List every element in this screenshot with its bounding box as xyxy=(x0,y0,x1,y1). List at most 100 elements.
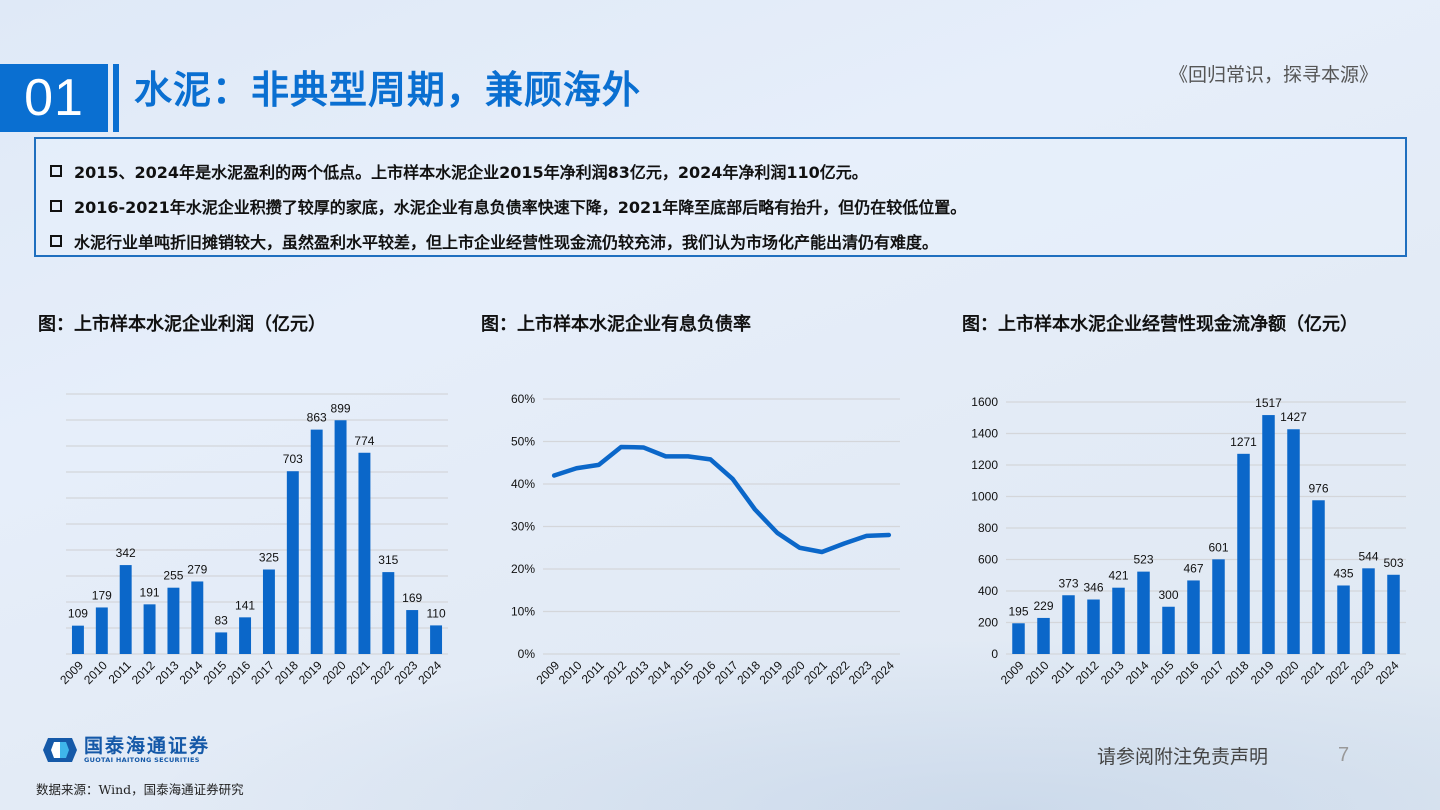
data-label: 169 xyxy=(402,591,422,605)
section-number-badge: 01 xyxy=(0,64,108,132)
bar xyxy=(1362,568,1375,654)
square-bullet-icon xyxy=(50,199,62,212)
bar xyxy=(95,607,108,654)
x-tick-label: 2015 xyxy=(667,658,696,687)
x-tick-label: 2020 xyxy=(320,658,349,687)
x-tick-label: 2012 xyxy=(129,658,158,687)
x-tick-label: 2013 xyxy=(623,658,652,687)
bar xyxy=(239,617,252,654)
data-label: 435 xyxy=(1333,566,1353,580)
x-tick-label: 2017 xyxy=(712,658,741,687)
logo-mark-icon xyxy=(43,738,77,762)
x-tick-label: 2019 xyxy=(296,658,325,687)
y-tick-label: 600 xyxy=(978,553,998,567)
x-tick-label: 2021 xyxy=(344,658,373,687)
section-divider-bar xyxy=(113,64,119,132)
x-tick-label: 2016 xyxy=(690,658,719,687)
y-tick-label: 50% xyxy=(511,435,535,449)
bar xyxy=(1187,580,1200,654)
x-tick-label: 2020 xyxy=(1273,658,1302,687)
data-label: 229 xyxy=(1033,599,1053,613)
x-tick-label: 2011 xyxy=(1048,658,1076,686)
page-title: 水泥：非典型周期，兼顾海外 xyxy=(134,68,642,112)
x-tick-label: 2023 xyxy=(1348,658,1377,687)
x-tick-label: 2016 xyxy=(1173,658,1202,687)
company-logo: 国泰海通证券 GUOTAI HAITONG SECURITIES xyxy=(42,736,210,764)
x-tick-label: 2012 xyxy=(600,658,629,687)
data-label: 503 xyxy=(1383,556,1403,570)
x-tick-label: 2024 xyxy=(1373,658,1402,687)
x-tick-label: 2023 xyxy=(846,658,875,687)
data-label: 279 xyxy=(187,562,207,576)
summary-bullet-text: 水泥行业单吨折旧摊销较大，虽然盈利水平较差，但上市企业经营性现金流仍较充沛，我们… xyxy=(74,232,939,252)
bar xyxy=(1037,617,1050,654)
bar xyxy=(262,569,275,654)
x-tick-label: 2021 xyxy=(801,658,830,687)
bar xyxy=(430,625,443,654)
data-label: 703 xyxy=(283,452,303,466)
data-label: 110 xyxy=(426,606,445,620)
data-label: 83 xyxy=(215,613,229,627)
bar xyxy=(382,572,395,654)
y-tick-label: 0 xyxy=(991,647,998,661)
x-tick-label: 2022 xyxy=(824,658,853,687)
y-tick-label: 200 xyxy=(978,616,998,630)
x-tick-label: 2009 xyxy=(998,658,1027,687)
data-label: 899 xyxy=(331,401,351,415)
y-tick-label: 1600 xyxy=(971,395,998,409)
y-tick-label: 800 xyxy=(978,521,998,535)
chart-title-profit: 图：上市样本水泥企业利润（亿元） xyxy=(38,314,326,335)
bar xyxy=(406,610,419,654)
data-label: 544 xyxy=(1358,549,1378,563)
summary-bullet: 2016-2021年水泥企业积攒了较厚的家底，水泥企业有息负债率快速下降，202… xyxy=(50,188,1405,223)
x-tick-label: 2015 xyxy=(1148,658,1177,687)
data-label: 1427 xyxy=(1280,410,1307,424)
data-label: 315 xyxy=(378,553,398,567)
bar xyxy=(1137,571,1150,654)
x-tick-label: 2015 xyxy=(201,658,230,687)
data-label: 191 xyxy=(140,585,160,599)
bar xyxy=(358,452,371,654)
data-label: 346 xyxy=(1083,581,1103,595)
bar xyxy=(191,581,204,654)
y-tick-label: 40% xyxy=(511,477,535,491)
x-tick-label: 2010 xyxy=(1023,658,1052,687)
x-tick-label: 2019 xyxy=(757,658,786,687)
bar xyxy=(1162,606,1175,654)
bar xyxy=(119,565,132,654)
report-series-tag: 《回归常识，探寻本源》 xyxy=(1168,64,1378,86)
x-tick-label: 2013 xyxy=(153,658,182,687)
bar xyxy=(167,587,180,654)
logo-text-cn: 国泰海通证券 xyxy=(84,735,211,757)
data-label: 467 xyxy=(1183,561,1203,575)
x-tick-label: 2018 xyxy=(272,658,301,687)
x-tick-label: 2014 xyxy=(1123,658,1152,687)
disclaimer-link[interactable]: 请参阅附注免责声明 xyxy=(1097,746,1269,768)
bar xyxy=(1062,595,1075,654)
x-tick-label: 2018 xyxy=(1223,658,1252,687)
summary-bullet: 水泥行业单吨折旧摊销较大，虽然盈利水平较差，但上市企业经营性现金流仍较充沛，我们… xyxy=(50,223,1405,258)
data-source-note: 数据来源：Wind，国泰海通证券研究 xyxy=(36,782,244,797)
x-tick-label: 2012 xyxy=(1073,658,1102,687)
data-label: 325 xyxy=(259,551,279,565)
data-label: 976 xyxy=(1308,481,1328,495)
bar xyxy=(1287,429,1300,654)
summary-bullet-text: 2016-2021年水泥企业积攒了较厚的家底，水泥企业有息负债率快速下降，202… xyxy=(74,197,967,217)
data-label: 421 xyxy=(1108,569,1128,583)
bar xyxy=(1387,574,1400,654)
logo-text-en: GUOTAI HAITONG SECURITIES xyxy=(84,756,200,764)
data-label: 774 xyxy=(354,434,374,448)
page-number: 7 xyxy=(1338,744,1350,766)
x-tick-label: 2011 xyxy=(579,658,607,686)
x-tick-label: 2014 xyxy=(645,658,674,687)
x-tick-label: 2011 xyxy=(106,658,134,686)
bar xyxy=(1337,585,1350,654)
y-tick-label: 0% xyxy=(518,647,536,661)
bar xyxy=(1112,587,1125,654)
bar xyxy=(143,604,156,654)
x-tick-label: 2009 xyxy=(57,658,86,687)
x-tick-label: 2020 xyxy=(779,658,808,687)
data-label: 523 xyxy=(1133,553,1153,567)
summary-box: 2015、2024年是水泥盈利的两个低点。上市样本水泥企业2015年净利润83亿… xyxy=(34,137,1407,257)
y-tick-label: 60% xyxy=(511,392,535,406)
